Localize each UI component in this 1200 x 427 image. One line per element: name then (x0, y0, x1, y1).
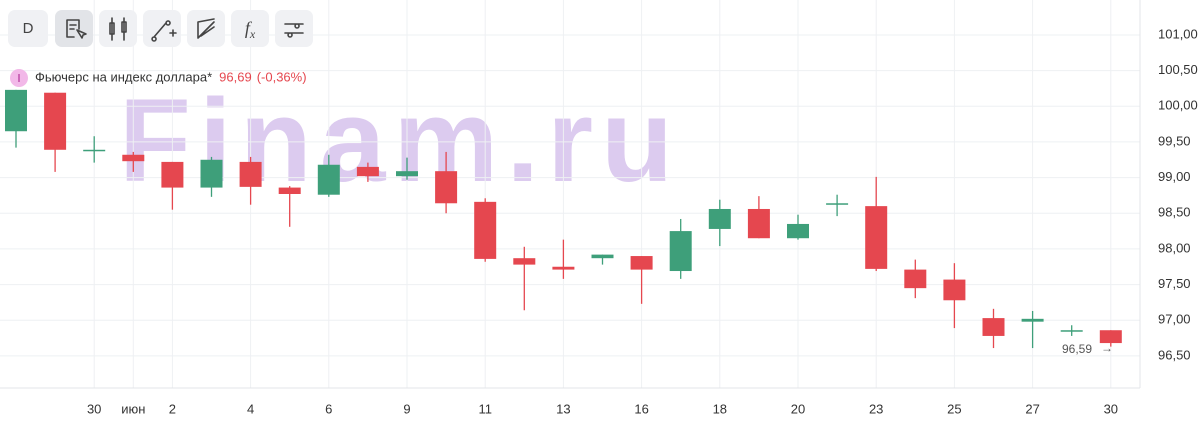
x-tick-label: 20 (791, 401, 805, 416)
x-tick-label: 30 (1104, 401, 1118, 416)
y-tick-label: 97,50 (1158, 276, 1191, 291)
y-tick-label: 100,00 (1158, 98, 1198, 113)
x-tick-label: 9 (403, 401, 410, 416)
x-tick-label: июн (121, 401, 145, 416)
candle-body (239, 161, 262, 187)
candle-body (1099, 330, 1122, 344)
x-tick-label: 30 (87, 401, 101, 416)
candles (5, 89, 1122, 349)
y-tick-label: 101,00 (1158, 26, 1198, 41)
x-tick-label: 16 (634, 401, 648, 416)
indicator-button[interactable] (231, 10, 269, 47)
candle-body (865, 206, 888, 269)
x-tick-label: 23 (869, 401, 883, 416)
y-tick-label: 96,50 (1158, 347, 1191, 362)
x-tick-label: 27 (1025, 401, 1039, 416)
y-tick-label: 99,00 (1158, 169, 1191, 184)
y-tick-label: 100,50 (1158, 62, 1198, 77)
candle-body (317, 164, 340, 195)
candle-body (435, 171, 458, 204)
candle-body (982, 318, 1005, 336)
price-arrow: → (1101, 341, 1113, 355)
x-tick-label: 4 (247, 401, 254, 416)
x-tick-label: 18 (713, 401, 727, 416)
candle-body (5, 89, 27, 132)
toolbar: D fx (8, 10, 313, 47)
fib-button[interactable] (187, 10, 225, 47)
candle-body (396, 171, 418, 177)
interval-button[interactable] (8, 10, 48, 47)
settings-button[interactable] (275, 10, 313, 47)
candle-body (513, 258, 536, 265)
y-tick-label: 99,50 (1158, 133, 1191, 148)
candle-body (630, 256, 653, 270)
interval-label: D (23, 20, 34, 37)
draw-icon (151, 20, 177, 42)
candle-body (787, 223, 809, 239)
candle-body (552, 266, 575, 270)
candle-body (747, 208, 770, 239)
candle-body (161, 161, 184, 188)
x-tick-label: 6 (325, 401, 332, 416)
candle-body (1060, 330, 1083, 332)
x-tick-label: 13 (556, 401, 570, 416)
x-tick-label: 11 (478, 401, 492, 416)
legend-value: 96,69 (219, 69, 252, 84)
candle-body (44, 92, 67, 150)
candle-body (591, 254, 614, 259)
chart-type-icon (109, 17, 127, 41)
candle-body (356, 166, 379, 177)
indicator-icon: fx (245, 18, 256, 41)
fib-icon (197, 18, 215, 39)
candle-body (943, 279, 966, 301)
legend-change: (-0,36%) (257, 69, 307, 84)
candle-body (826, 203, 849, 205)
candle-body (669, 231, 692, 272)
candle-body (708, 208, 731, 229)
settings-icon (284, 23, 304, 38)
candle-body (1021, 318, 1044, 322)
notes-icon (66, 19, 87, 39)
candle-body (200, 159, 223, 188)
candle-body (474, 201, 497, 259)
candle-body (904, 269, 927, 289)
y-tick-label: 98,00 (1158, 240, 1191, 255)
chart-type-button[interactable] (99, 10, 137, 47)
candle-body (278, 187, 301, 194)
y-tick-label: 98,50 (1158, 205, 1191, 220)
price-label: 96,59 (1062, 342, 1092, 356)
x-tick-label: 2 (169, 401, 176, 416)
legend-title: Фьючерс на индекс доллара* (35, 69, 212, 84)
x-tick-label: 25 (947, 401, 961, 416)
candle-body (83, 149, 106, 152)
candle-body (122, 154, 145, 162)
y-tick-label: 97,00 (1158, 312, 1191, 327)
